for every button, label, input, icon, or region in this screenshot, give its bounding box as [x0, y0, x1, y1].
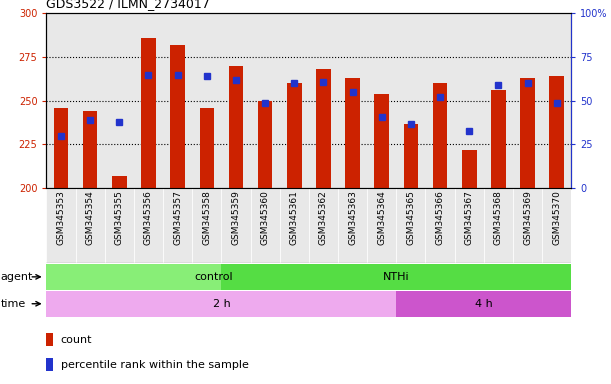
Bar: [397, 13, 425, 188]
Text: GSM345358: GSM345358: [202, 190, 211, 245]
Bar: [367, 188, 397, 263]
Bar: [221, 188, 251, 263]
Bar: [425, 13, 455, 188]
Bar: [229, 66, 243, 188]
Bar: [542, 188, 571, 263]
Text: agent: agent: [1, 272, 33, 282]
Bar: [542, 13, 571, 188]
Bar: [462, 150, 477, 188]
Text: GSM345365: GSM345365: [406, 190, 415, 245]
Bar: [484, 13, 513, 188]
Text: GSM345369: GSM345369: [523, 190, 532, 245]
Bar: [258, 101, 273, 188]
Text: GSM345355: GSM345355: [115, 190, 124, 245]
Text: NTHi: NTHi: [383, 272, 409, 282]
Bar: [76, 13, 104, 188]
Bar: [520, 78, 535, 188]
Bar: [375, 94, 389, 188]
Text: GSM345362: GSM345362: [319, 190, 328, 245]
Bar: [134, 188, 163, 263]
Bar: [46, 13, 76, 188]
Bar: [46, 333, 53, 346]
Text: GSM345353: GSM345353: [56, 190, 65, 245]
Bar: [200, 108, 214, 188]
Bar: [280, 188, 309, 263]
Bar: [513, 188, 542, 263]
Bar: [404, 124, 418, 188]
Bar: [455, 188, 484, 263]
Bar: [134, 13, 163, 188]
Text: GSM345360: GSM345360: [261, 190, 269, 245]
Text: time: time: [1, 299, 26, 309]
Bar: [192, 188, 221, 263]
Text: 2 h: 2 h: [213, 299, 230, 309]
Bar: [170, 45, 185, 188]
Bar: [54, 108, 68, 188]
Bar: [76, 188, 104, 263]
Bar: [513, 13, 542, 188]
Text: control: control: [195, 272, 233, 282]
Bar: [104, 188, 134, 263]
Text: GSM345356: GSM345356: [144, 190, 153, 245]
Bar: [455, 13, 484, 188]
Bar: [287, 83, 302, 188]
Bar: [46, 291, 397, 317]
Bar: [397, 291, 571, 317]
Bar: [46, 358, 53, 371]
Bar: [251, 188, 280, 263]
Bar: [338, 13, 367, 188]
Text: GSM345367: GSM345367: [465, 190, 474, 245]
Bar: [397, 188, 425, 263]
Bar: [221, 13, 251, 188]
Text: GSM345366: GSM345366: [436, 190, 445, 245]
Bar: [192, 13, 221, 188]
Bar: [367, 13, 397, 188]
Bar: [491, 90, 506, 188]
Text: GSM345370: GSM345370: [552, 190, 562, 245]
Bar: [425, 188, 455, 263]
Bar: [338, 188, 367, 263]
Text: GDS3522 / ILMN_2734017: GDS3522 / ILMN_2734017: [46, 0, 210, 10]
Bar: [484, 188, 513, 263]
Text: count: count: [61, 335, 92, 345]
Bar: [46, 264, 221, 290]
Text: percentile rank within the sample: percentile rank within the sample: [61, 360, 249, 370]
Text: GSM345363: GSM345363: [348, 190, 357, 245]
Bar: [309, 188, 338, 263]
Bar: [221, 264, 571, 290]
Bar: [112, 176, 126, 188]
Bar: [104, 13, 134, 188]
Bar: [163, 188, 192, 263]
Bar: [316, 70, 331, 188]
Bar: [251, 13, 280, 188]
Bar: [163, 13, 192, 188]
Bar: [549, 76, 564, 188]
Text: GSM345361: GSM345361: [290, 190, 299, 245]
Text: GSM345357: GSM345357: [173, 190, 182, 245]
Bar: [280, 13, 309, 188]
Bar: [46, 188, 76, 263]
Text: GSM345364: GSM345364: [377, 190, 386, 245]
Bar: [345, 78, 360, 188]
Text: 4 h: 4 h: [475, 299, 492, 309]
Text: GSM345368: GSM345368: [494, 190, 503, 245]
Bar: [309, 13, 338, 188]
Bar: [83, 111, 98, 188]
Text: GSM345354: GSM345354: [86, 190, 95, 245]
Text: GSM345359: GSM345359: [232, 190, 241, 245]
Bar: [433, 83, 447, 188]
Bar: [141, 38, 156, 188]
